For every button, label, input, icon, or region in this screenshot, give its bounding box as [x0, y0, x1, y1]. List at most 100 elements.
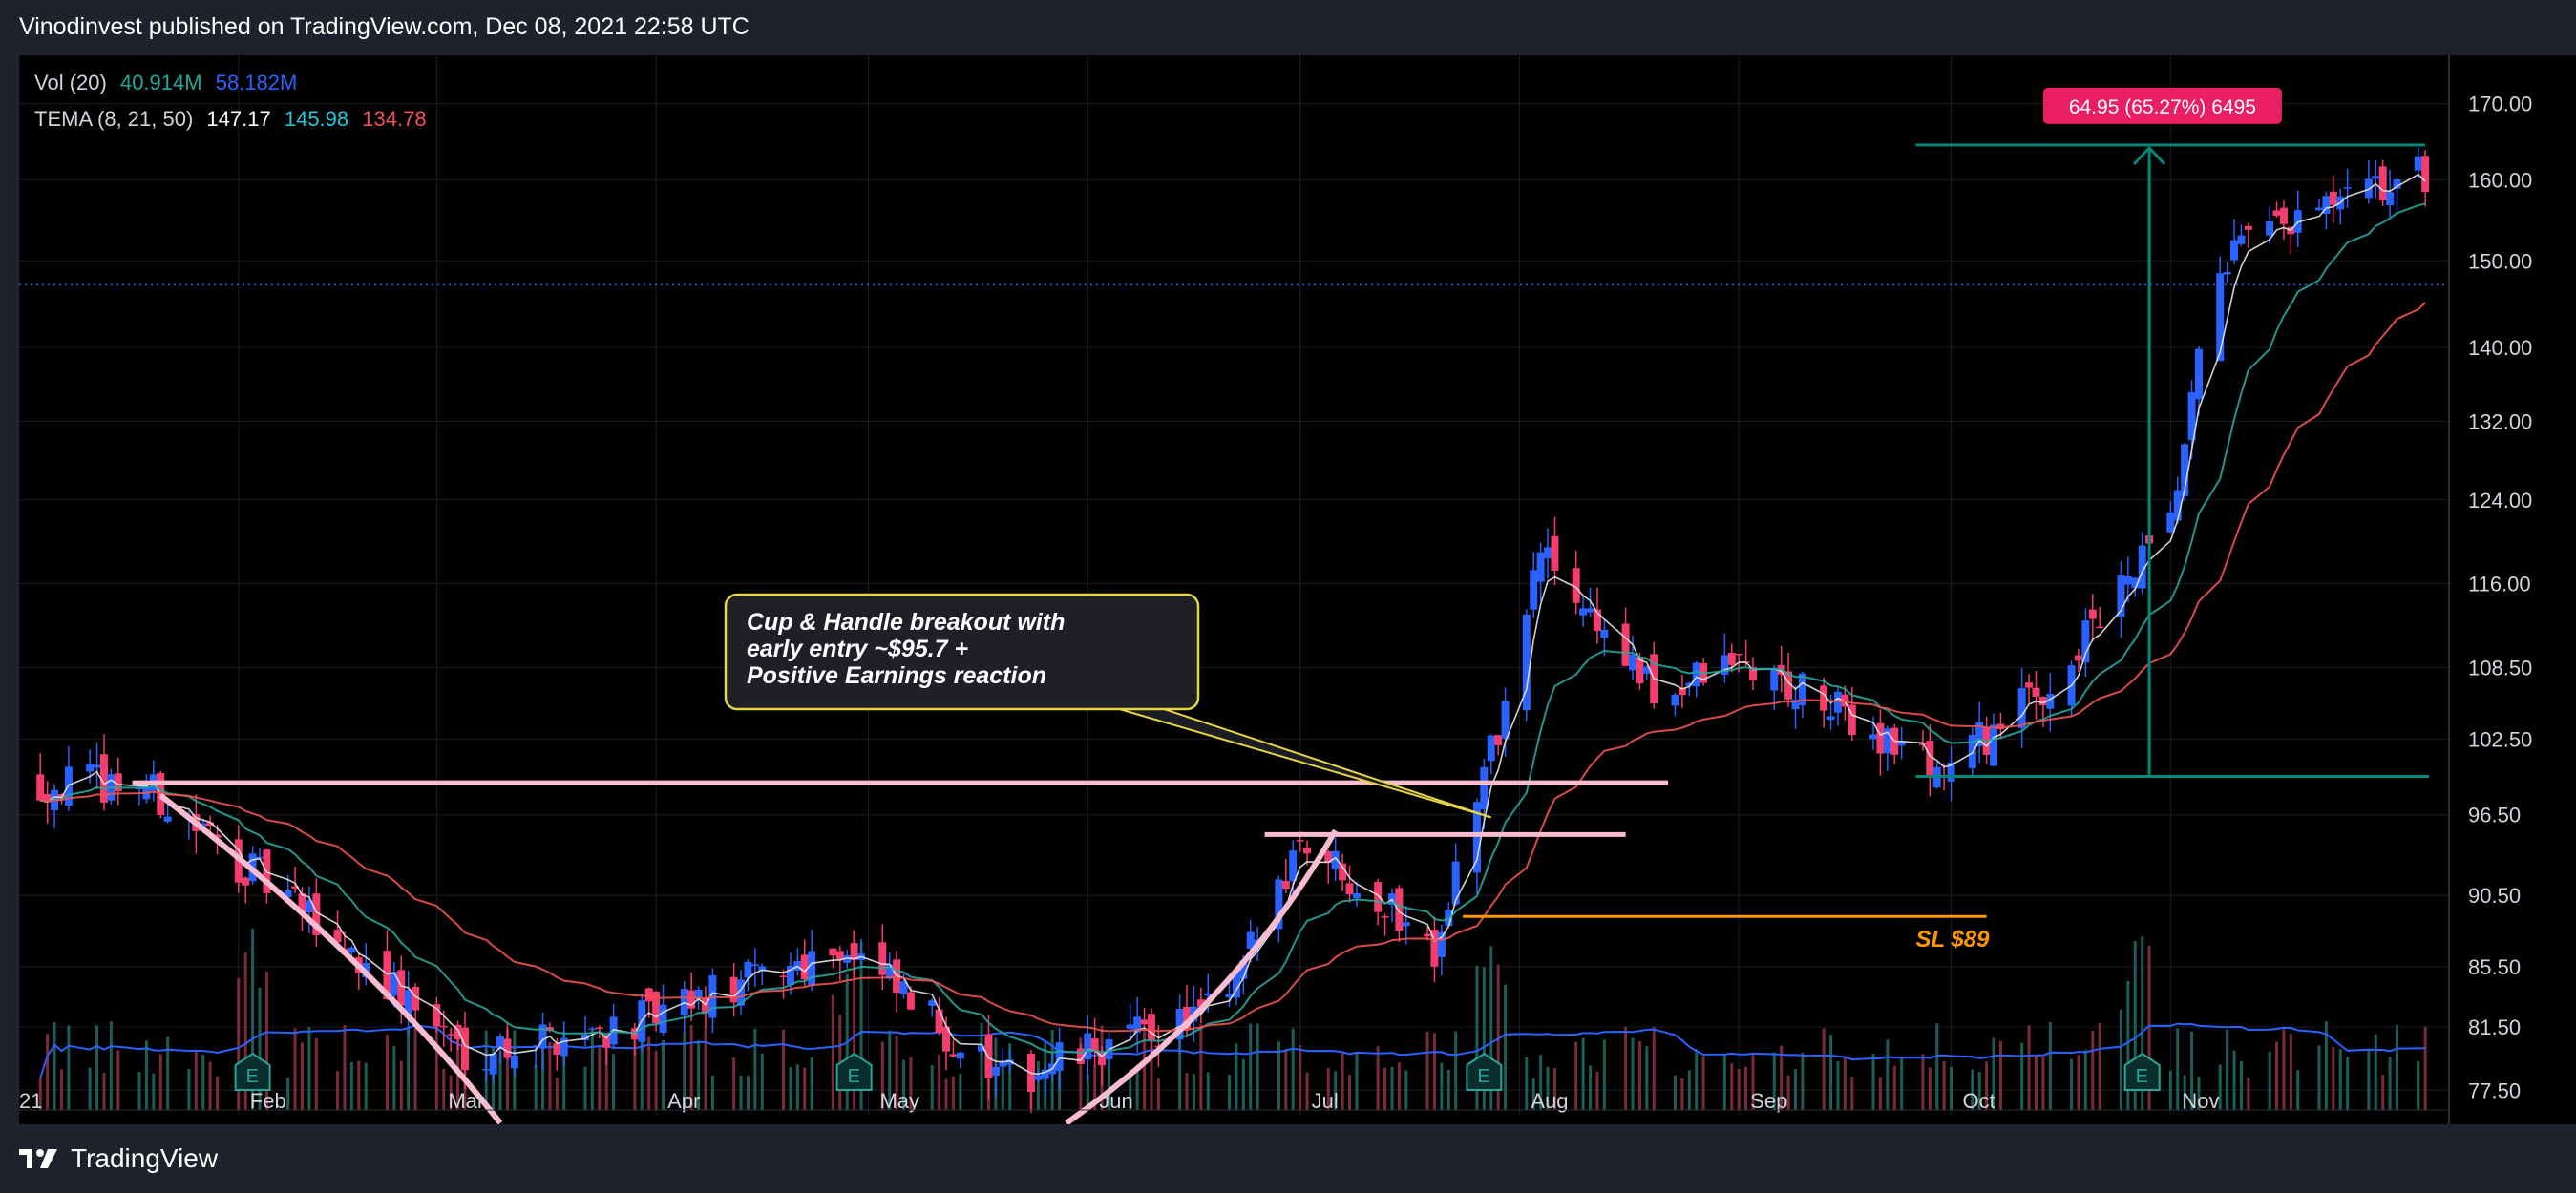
volume-bar: [1687, 1070, 1691, 1110]
volume-bar: [243, 952, 247, 1110]
volume-bar: [548, 1041, 552, 1110]
volume-bar: [2296, 1070, 2300, 1110]
volume-bar: [683, 1032, 686, 1110]
candle-body: [2421, 156, 2430, 193]
volume-bar: [1305, 1072, 1309, 1110]
candle-body: [1225, 994, 1234, 998]
candle-body: [659, 1004, 667, 1033]
candle: [2421, 150, 2430, 207]
candle-body: [1246, 931, 1255, 950]
candle: [2166, 501, 2175, 534]
candle-body: [2046, 694, 2055, 709]
volume-bar: [732, 1057, 736, 1110]
candle: [114, 757, 122, 806]
volume-bar: [1602, 1039, 1606, 1110]
x-tick-label: Jun: [1099, 1089, 1132, 1113]
volume-bar: [449, 1075, 453, 1110]
candle-body: [2038, 697, 2047, 706]
candle-body: [2081, 620, 2090, 663]
volume-bar: [880, 1041, 884, 1110]
tradingview-brand[interactable]: TradingView: [19, 1143, 218, 1174]
volume-bar: [1673, 1075, 1677, 1110]
candle-body: [899, 981, 908, 994]
candle-body: [1402, 922, 1410, 927]
volume-bar: [1977, 1071, 1981, 1110]
volume-bar: [1348, 1075, 1352, 1110]
candle: [1897, 726, 1906, 760]
candle-body: [1536, 552, 1545, 582]
candle-body: [2187, 391, 2196, 441]
candle: [1225, 978, 1234, 1008]
volume-bar: [689, 1024, 693, 1110]
volume-bar: [541, 1044, 545, 1110]
volume-bar: [980, 1022, 983, 1110]
candle: [1048, 1052, 1057, 1081]
candle-body: [86, 764, 95, 772]
volume-bar: [1454, 1031, 1458, 1110]
candle-body: [1133, 1016, 1142, 1033]
candle: [793, 948, 802, 976]
volume-bar: [1801, 1052, 1805, 1110]
volume-bar: [216, 1076, 220, 1110]
candle: [2194, 345, 2203, 416]
volume-bar: [442, 1068, 446, 1110]
candle-body: [284, 890, 292, 898]
volume-bar: [1107, 1047, 1110, 1110]
x-tick-label: Mar: [448, 1089, 484, 1113]
candle-body: [383, 951, 391, 1000]
candle-body: [1678, 688, 1686, 696]
volume-bar: [463, 1067, 467, 1110]
candle-body: [588, 1028, 597, 1030]
volume-bar: [760, 1053, 764, 1110]
candle-body: [2017, 687, 2026, 728]
price-chart[interactable]: E E E E SL $89 64.95 (65.27%) 6495 Cup & Hand…: [19, 55, 2576, 1124]
x-tick-label: Jul: [1312, 1089, 1339, 1113]
volume-bar: [1291, 1028, 1295, 1110]
volume-bar: [1645, 1046, 1649, 1110]
candle-body: [510, 1055, 518, 1069]
volume-bar: [264, 972, 268, 1110]
candle: [758, 963, 767, 985]
candle-body: [1784, 671, 1793, 700]
volume-bar: [314, 1037, 318, 1110]
candle: [687, 972, 696, 1021]
candle-body: [397, 970, 406, 1006]
candle: [2038, 696, 2047, 728]
candle: [800, 939, 809, 987]
volume-bar: [654, 1051, 658, 1110]
volume-bar: [1829, 1035, 1833, 1110]
candle: [779, 969, 788, 999]
candle-body: [1749, 667, 1758, 681]
volume-bar: [2041, 1057, 2045, 1110]
candle: [750, 948, 759, 988]
candle-body: [1600, 629, 1609, 638]
candle: [1345, 865, 1354, 903]
candle: [305, 886, 313, 934]
candle: [1692, 661, 1700, 698]
volume-bar: [1228, 1075, 1231, 1110]
volume-bar: [1843, 1057, 1847, 1110]
candle-body: [305, 900, 313, 912]
volume-bar: [1001, 1059, 1004, 1110]
volume-bar: [1595, 1071, 1599, 1110]
candle-body: [433, 1004, 441, 1027]
earnings-marker-label: E: [1477, 1066, 1489, 1087]
volume-bar: [2381, 1075, 2385, 1110]
volume-bar: [399, 1060, 403, 1110]
cup-left-arc: [158, 793, 503, 1124]
volume-bar: [902, 1059, 906, 1110]
chart-panel[interactable]: E E E E SL $89 64.95 (65.27%) 6495 Cup & Hand…: [19, 55, 2576, 1124]
volume-bar: [810, 1057, 813, 1110]
candle-body: [503, 1038, 512, 1058]
volume-bar: [2346, 1057, 2350, 1110]
candle-body: [2266, 221, 2274, 236]
candle: [2293, 190, 2302, 247]
candle-body: [609, 1016, 618, 1045]
volume-bar: [1397, 1062, 1401, 1110]
publisher-line: Vinodinvest published on TradingView.com…: [19, 13, 750, 40]
volume-bar: [336, 1071, 340, 1110]
volume-bar: [1950, 1066, 1953, 1110]
volume-bar: [1326, 1068, 1330, 1110]
volume-bar: [53, 1022, 56, 1110]
candle: [744, 959, 752, 992]
